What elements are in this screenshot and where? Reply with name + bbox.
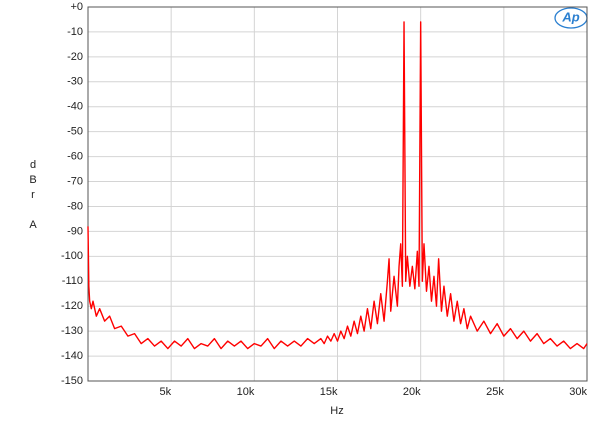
spectrum-line [87,21,588,350]
y-tick-label: -30 [67,76,83,88]
y-tick-label: -60 [67,151,83,163]
y-tick-label: -50 [67,126,83,138]
y-tick-label: -10 [67,26,83,38]
y-tick-label: -140 [61,350,83,362]
y-tick-label: +0 [70,1,83,13]
y-tick-label: -120 [61,300,83,312]
y-tick-label: -70 [67,175,83,187]
y-tick-label: -100 [61,250,83,262]
y-tick-label: -110 [62,275,83,287]
y-tick-label: -20 [67,51,83,63]
y-tick-label: -80 [67,200,83,212]
y-tick-label: -90 [67,225,83,237]
logo-text: Ap [561,9,579,24]
x-tick-label: 20k [403,386,421,398]
x-tick-label: 10k [237,386,255,398]
y-tick-label: -130 [61,325,83,337]
x-axis-label: Hz [330,405,343,417]
plot-frame [87,6,588,382]
y-tick-label: -150 [61,375,83,387]
x-tick-label: 5k [160,386,172,398]
y-tick-label: -40 [67,101,83,113]
x-tick-label: 15k [320,386,338,398]
x-tick-label: 25k [486,386,504,398]
x-tick-label: 30k [569,386,587,398]
